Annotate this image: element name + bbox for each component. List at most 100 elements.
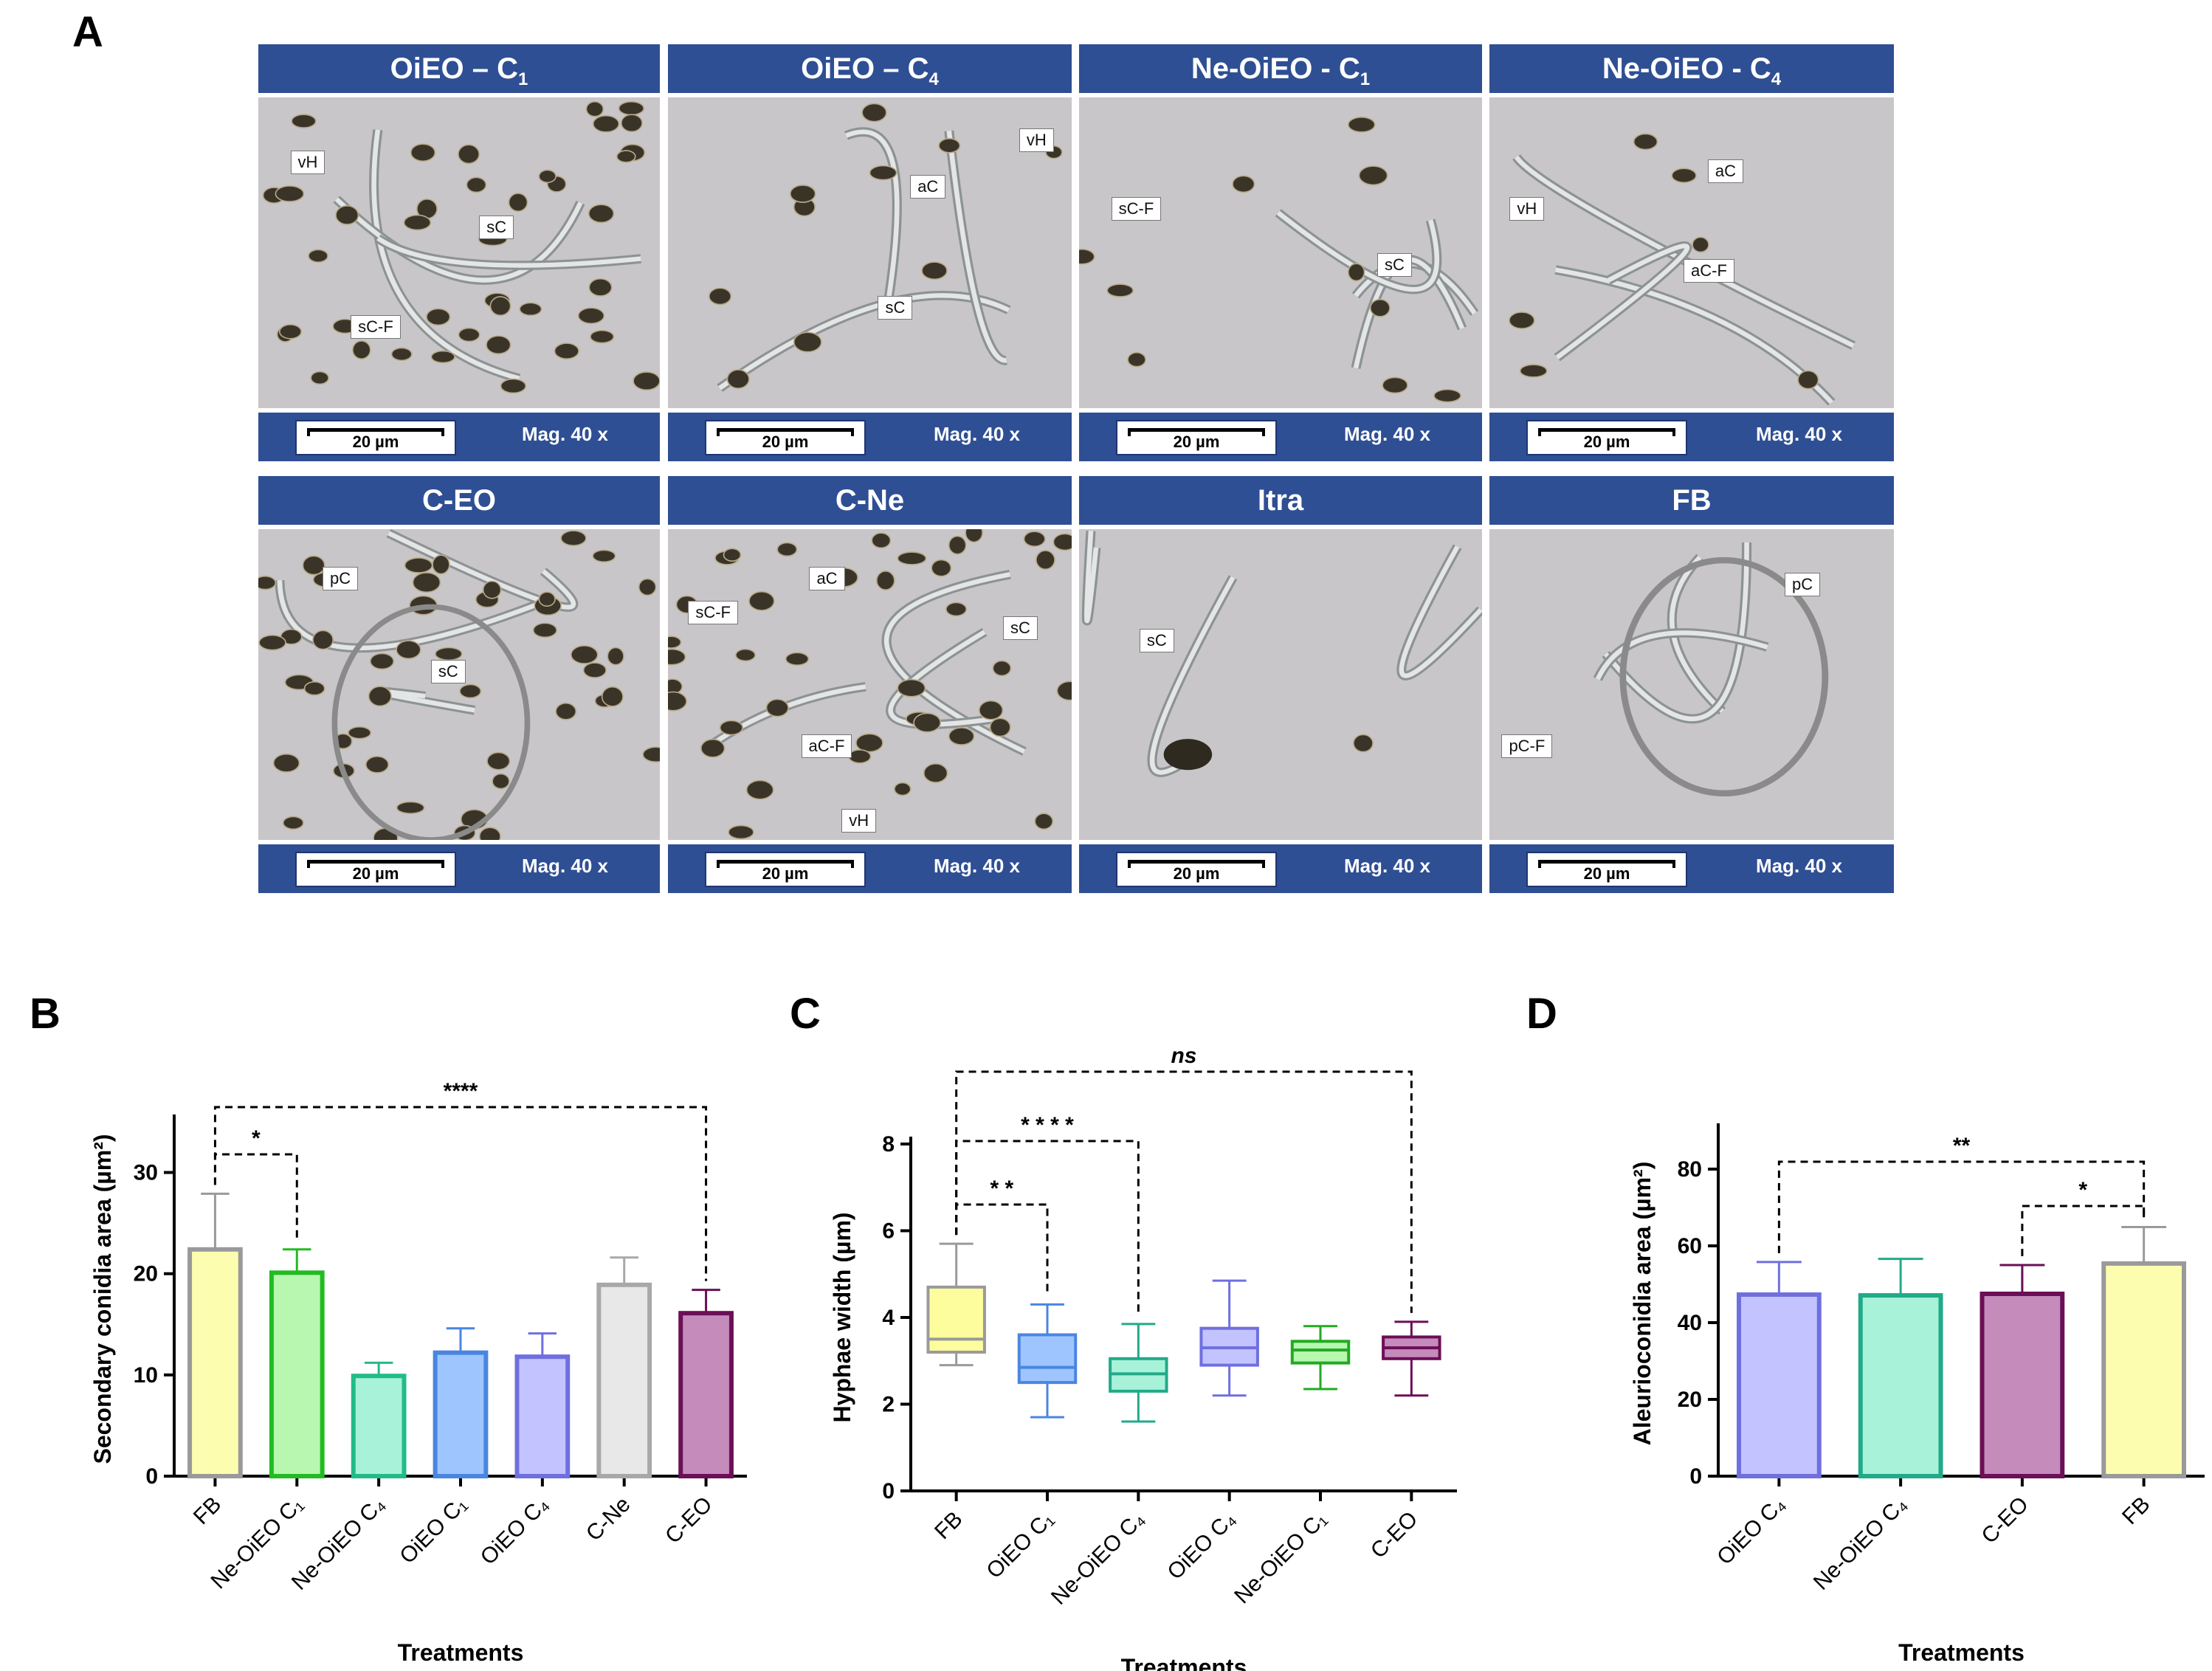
micrograph-annotation: sC (479, 215, 514, 239)
micrograph-footer: 20 µm Mag. 40 x (258, 844, 660, 893)
box (1017, 1333, 1078, 1385)
scale-bar-line (1538, 860, 1675, 868)
scale-bar: 20 µm (295, 852, 456, 887)
scale-bar-label: 20 µm (352, 864, 399, 883)
scale-bar-line (1538, 428, 1675, 436)
chart-b: 0 10 20 30 FB Ne-OiEO C₁ Ne-OiEO C₄ OiEO C₁ OiEO… (0, 1033, 768, 1668)
micrograph-annotation: vH (1019, 128, 1054, 153)
x-axis-title: Treatments (398, 1639, 524, 1666)
y-tick-label: 20 (134, 1262, 158, 1286)
significance-label: * (252, 1126, 261, 1151)
micrograph-tile: Itra sC 20 µm Mag. 40 x (1079, 476, 1482, 893)
bar (1737, 1292, 1822, 1479)
scale-bar-line (307, 428, 444, 436)
micrograph-tile: C-EO pC sC 20 µm Mag. 40 x (258, 476, 660, 893)
chart-d: 0 20 40 60 80 OiEO C₄ Ne-OiEO C₄ C-EO FB ** * Treat… (1484, 1033, 2212, 1668)
y-tick-label: 10 (134, 1363, 158, 1388)
micrograph-title: FB (1489, 476, 1894, 525)
micrograph-annotation: vH (1509, 196, 1545, 221)
micrograph-annotation: aC (910, 175, 946, 199)
y-tick-label: 4 (882, 1306, 895, 1330)
box (926, 1285, 986, 1354)
scale-bar-line (1128, 860, 1265, 868)
y-tick-label: 20 (1678, 1388, 1702, 1412)
y-tick-label: 0 (1689, 1464, 1702, 1489)
chart-c: 0 2 4 6 8 FB OiEO C₁ Ne-OiEO C₄ OiEO C₄ Ne-OiEO C… (768, 1033, 1476, 1671)
micrograph-title: Ne-OiEO - C4 (1489, 44, 1894, 93)
scale-bar: 20 µm (705, 852, 866, 887)
micrograph-image: pC pC-F (1489, 529, 1894, 840)
magnification-label: Mag. 40 x (521, 855, 608, 877)
scale-bar-line (717, 428, 854, 436)
y-tick-label: 80 (1678, 1157, 1702, 1182)
micrograph-annotation: aC-F (1684, 258, 1734, 283)
significance-bracket (955, 1203, 1049, 1296)
significance-bracket (213, 1153, 298, 1241)
micrograph-footer: 20 µm Mag. 40 x (1489, 413, 1894, 461)
panel-c-letter: C (790, 990, 821, 1038)
x-tick-label: C-EO (1366, 1507, 1422, 1563)
magnification-label: Mag. 40 x (933, 423, 1020, 445)
micrograph-annotation: pC (323, 566, 359, 590)
micrograph-tile: OiEO – C1 vH sC sC-F 20 µm Mag. 40 x (258, 44, 660, 461)
micrograph-title: OiEO – C4 (668, 44, 1072, 93)
micrograph-title: Itra (1079, 476, 1482, 525)
x-tick-label: FB (930, 1507, 967, 1544)
scale-bar-label: 20 µm (1173, 864, 1220, 883)
micrograph-tile: C-Ne aC sC-F sC aC-F vH 20 µm Mag. 40 x (668, 476, 1072, 893)
scale-bar: 20 µm (1526, 420, 1687, 455)
x-axis-title: Treatments (1121, 1654, 1247, 1671)
x-tick-label: OiEO C₄ (1163, 1507, 1241, 1585)
scale-bar: 20 µm (1526, 852, 1687, 887)
scale-bar-label: 20 µm (1173, 433, 1220, 451)
micrograph-annotation: pC-F (1501, 734, 1553, 758)
micrograph-tile: FB pC pC-F 20 µm Mag. 40 x (1489, 476, 1894, 893)
micrograph-title: OiEO – C1 (258, 44, 660, 93)
bar (269, 1270, 325, 1478)
y-tick-label: 30 (134, 1161, 158, 1185)
panel-b-letter: B (30, 990, 61, 1038)
bar (351, 1374, 407, 1478)
micrograph-footer: 20 µm Mag. 40 x (668, 844, 1072, 893)
x-tick-label: OiEO C₁ (982, 1507, 1058, 1584)
y-axis-title: Secondary conidia area (µm²) (89, 1134, 116, 1464)
micrograph-annotation: sC-F (688, 600, 738, 624)
micrograph-annotation: aC (809, 566, 845, 590)
scale-bar-label: 20 µm (1583, 864, 1630, 883)
micrograph-footer: 20 µm Mag. 40 x (258, 413, 660, 461)
y-tick-label: 6 (882, 1219, 895, 1244)
significance-label: * (2078, 1178, 2087, 1202)
scale-bar-label: 20 µm (762, 433, 809, 451)
micrograph-image: sC (1079, 529, 1482, 840)
bar (187, 1247, 243, 1478)
scale-bar: 20 µm (1116, 852, 1277, 887)
y-tick-label: 8 (882, 1132, 895, 1157)
micrograph-annotation: sC-F (351, 314, 401, 339)
micrograph-image: aC sC-F sC aC-F vH (668, 529, 1072, 840)
y-tick-label: 2 (882, 1393, 895, 1417)
micrograph-tile: OiEO – C4 vH aC sC 20 µm Mag. 40 x (668, 44, 1072, 461)
significance-bracket (2021, 1205, 2146, 1256)
x-tick-label: OiEO C₁ (395, 1492, 472, 1569)
micrograph-image: vH aC sC (668, 97, 1072, 408)
x-tick-label: Ne-OiEO C₁ (1230, 1507, 1331, 1609)
x-tick-label: C-EO (661, 1492, 717, 1548)
micrograph-annotation: aC-F (801, 734, 852, 758)
micrograph-tile: Ne-OiEO - C4 aC vH aC-F 20 µm Mag. 40 x (1489, 44, 1894, 461)
bar (433, 1350, 489, 1478)
bar (2101, 1261, 2186, 1478)
micrograph-image: aC vH aC-F (1489, 97, 1894, 408)
micrograph-image: vH sC sC-F (258, 97, 660, 408)
micrograph-annotation: sC (1377, 252, 1412, 277)
x-axis-title: Treatments (1898, 1639, 2025, 1666)
micrograph-annotation: vH (841, 808, 877, 833)
significance-bracket (213, 1106, 708, 1281)
scale-bar-label: 20 µm (1583, 433, 1630, 451)
micrograph-annotation: sC (1139, 628, 1174, 652)
bar (1980, 1292, 2065, 1478)
y-tick-label: 0 (145, 1464, 158, 1489)
y-axis-title: Hyphae width (µm) (829, 1212, 855, 1422)
